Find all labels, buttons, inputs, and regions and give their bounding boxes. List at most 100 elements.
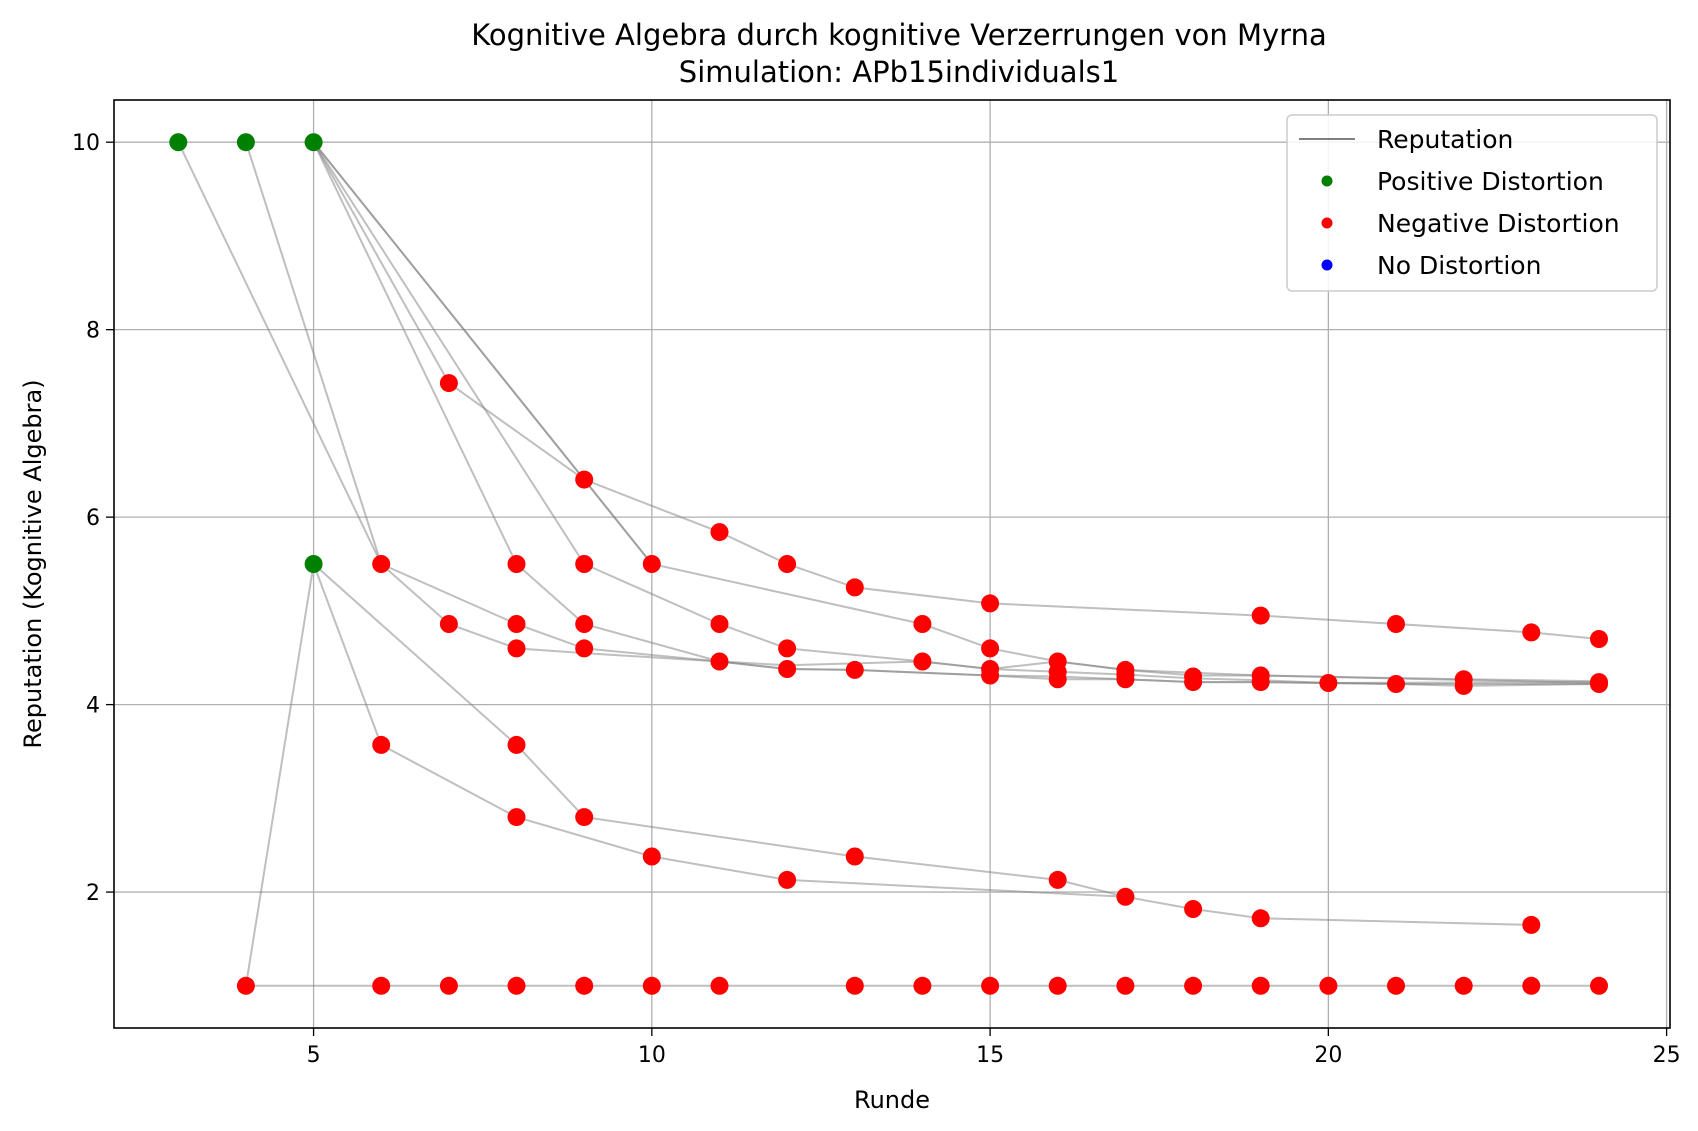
x-tick-label: 20 bbox=[1314, 1043, 1342, 1068]
x-tick-label: 15 bbox=[976, 1043, 1004, 1068]
negative-distortion-point bbox=[710, 523, 729, 542]
positive-distortion-point bbox=[304, 133, 323, 152]
x-tick-label: 10 bbox=[638, 1043, 666, 1068]
negative-distortion-point bbox=[913, 615, 932, 633]
legend: Reputation Positive Distortion Negative Di… bbox=[1286, 114, 1658, 292]
negative-distortion-point bbox=[642, 555, 661, 573]
chart-title: Kognitive Algebra durch kognitive Verzer… bbox=[471, 18, 1327, 52]
x-tick-label: 25 bbox=[1653, 1043, 1681, 1068]
negative-distortion-point bbox=[778, 660, 797, 678]
reputation-series-line bbox=[244, 560, 1126, 986]
y-tick-label: 4 bbox=[86, 694, 100, 719]
negative-distortion-point bbox=[575, 555, 594, 573]
negative-distortion-point bbox=[1590, 976, 1608, 995]
negative-distortion-point bbox=[1048, 976, 1067, 995]
reputation-series-line bbox=[312, 141, 653, 565]
negative-distortion-point bbox=[1454, 676, 1473, 695]
y-tick-label: 2 bbox=[86, 881, 100, 906]
negative-distortion-point bbox=[642, 976, 661, 995]
negative-distortion-point bbox=[1251, 606, 1270, 625]
negative-distortion-point bbox=[575, 976, 594, 995]
negative-distortion-point bbox=[575, 808, 594, 827]
negative-distortion-point bbox=[1116, 887, 1135, 906]
negative-distortion-point bbox=[913, 976, 932, 995]
x-axis-label: Runde bbox=[854, 1086, 930, 1114]
negative-distortion-point bbox=[710, 652, 729, 671]
chart-subtitle: Simulation: APb15individuals1 bbox=[679, 55, 1119, 89]
negative-distortion-point bbox=[507, 808, 526, 827]
y-tick-label: 10 bbox=[72, 131, 100, 156]
negative-distortion-point bbox=[1590, 675, 1608, 693]
negative-distortion-point bbox=[1319, 674, 1338, 692]
negative-distortion-point bbox=[439, 374, 458, 393]
negative-distortion-point bbox=[507, 615, 526, 633]
negative-distortion-point bbox=[1387, 615, 1405, 633]
negative-distortion-point bbox=[913, 652, 932, 671]
plot-frame bbox=[113, 99, 1671, 1029]
negative-distortion-point bbox=[778, 555, 797, 573]
y-axis-ticks: 2 4 6 8 10 bbox=[72, 131, 114, 906]
legend-marker-swatch bbox=[1321, 175, 1333, 187]
negative-distortion-point bbox=[1454, 976, 1473, 995]
negative-distortion-point bbox=[372, 976, 391, 995]
reputation-series-line bbox=[312, 141, 1600, 684]
legend-label: Negative Distortion bbox=[1377, 209, 1620, 238]
negative-distortion-point bbox=[1251, 673, 1270, 692]
y-tick-label: 8 bbox=[86, 319, 100, 344]
negative-distortion-point bbox=[507, 639, 526, 658]
y-axis-label: Reputation (Kognitive Algebra) bbox=[19, 379, 47, 748]
negative-distortion-point bbox=[1184, 900, 1203, 918]
legend-box bbox=[1286, 114, 1658, 292]
x-axis-ticks: 5 10 15 20 25 bbox=[307, 1028, 1681, 1068]
x-tick-label: 5 bbox=[307, 1043, 321, 1068]
negative-distortion-point bbox=[1387, 675, 1405, 693]
negative-distortion-point bbox=[845, 976, 864, 995]
negative-distortion-point bbox=[981, 594, 1000, 613]
negative-distortion-point bbox=[845, 660, 864, 679]
legend-marker-swatch bbox=[1321, 259, 1333, 271]
negative-distortion-point bbox=[981, 639, 1000, 658]
negative-distortion-point bbox=[372, 735, 391, 754]
negative-distortion-point bbox=[1251, 976, 1270, 995]
data-points bbox=[169, 133, 1608, 995]
negative-distortion-point bbox=[981, 976, 1000, 995]
negative-distortion-point bbox=[1387, 976, 1405, 995]
negative-distortion-point bbox=[575, 470, 594, 489]
negative-distortion-point bbox=[981, 666, 1000, 685]
negative-distortion-point bbox=[439, 976, 458, 995]
negative-distortion-point bbox=[1522, 915, 1541, 934]
negative-distortion-point bbox=[1251, 909, 1270, 928]
negative-distortion-point bbox=[439, 615, 458, 633]
negative-distortion-point bbox=[1319, 976, 1338, 995]
negative-distortion-point bbox=[1522, 623, 1541, 642]
positive-distortion-point bbox=[169, 133, 188, 152]
negative-distortion-point bbox=[642, 847, 661, 866]
negative-distortion-point bbox=[1184, 976, 1203, 995]
negative-distortion-point bbox=[1048, 670, 1067, 689]
negative-distortion-point bbox=[710, 976, 729, 995]
positive-distortion-point bbox=[304, 555, 323, 573]
negative-distortion-point bbox=[236, 976, 255, 995]
negative-distortion-point bbox=[710, 615, 729, 633]
negative-distortion-point bbox=[372, 555, 391, 573]
negative-distortion-point bbox=[778, 870, 797, 889]
negative-distortion-point bbox=[1522, 976, 1541, 995]
reputation-series-line bbox=[312, 141, 1600, 640]
legend-marker-swatch bbox=[1321, 217, 1333, 229]
positive-distortion-point bbox=[236, 133, 255, 152]
negative-distortion-point bbox=[507, 555, 526, 573]
negative-distortion-point bbox=[507, 976, 526, 995]
legend-label: Positive Distortion bbox=[1377, 167, 1604, 196]
negative-distortion-point bbox=[507, 735, 526, 754]
y-tick-label: 6 bbox=[86, 506, 100, 531]
negative-distortion-point bbox=[778, 639, 797, 658]
negative-distortion-point bbox=[1590, 630, 1608, 648]
negative-distortion-point bbox=[845, 847, 864, 866]
negative-distortion-point bbox=[575, 615, 594, 633]
legend-label: No Distortion bbox=[1377, 251, 1541, 280]
negative-distortion-point bbox=[1116, 976, 1135, 995]
legend-label: Reputation bbox=[1377, 125, 1513, 154]
negative-distortion-point bbox=[1116, 670, 1135, 689]
negative-distortion-point bbox=[1048, 870, 1067, 889]
